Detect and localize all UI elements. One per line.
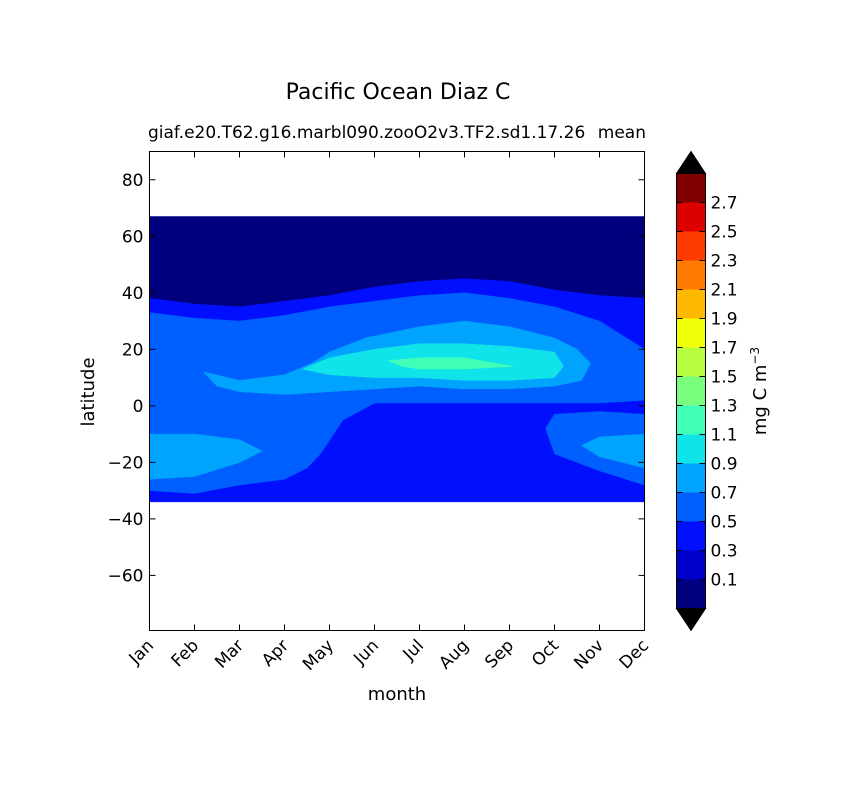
colorbar-label-superscript: −3 (748, 347, 762, 365)
x-tick-label: Jun (349, 636, 383, 670)
x-tick-label: Aug (435, 636, 473, 674)
y-tick-label: 80 (122, 171, 144, 191)
colorbar-segment (676, 376, 706, 406)
y-tick-label: 0 (133, 397, 144, 417)
y-axis: 80 60 40 20 0 −20 −40 −60 (108, 171, 645, 586)
x-tick-label: Mar (211, 636, 248, 673)
y-tick-label: 60 (122, 227, 144, 247)
colorbar-segment (676, 550, 706, 580)
colorbar-tick-label: 0.9 (711, 455, 738, 475)
x-tick-label: Jul (399, 636, 428, 665)
y-tick-label: 20 (122, 340, 144, 360)
y-tick-label: −20 (108, 453, 144, 473)
x-tick-label: Oct (528, 636, 563, 671)
colorbar-segment (676, 579, 706, 609)
x-tick-label: Feb (168, 636, 203, 671)
colorbar-segment (676, 202, 706, 232)
colorbar-tick-label: 1.7 (711, 339, 738, 359)
colorbar-tick-label: 1.5 (711, 368, 738, 388)
colorbar-tick-label: 1.3 (711, 397, 738, 417)
colorbar-segment (676, 347, 706, 377)
x-tick-label: Apr (258, 636, 293, 671)
contour-fills (149, 216, 645, 503)
contour-region-5 (149, 433, 263, 480)
colorbar-tick-label: 2.3 (711, 252, 738, 272)
colorbar-segment (676, 463, 706, 493)
colorbar-tick-label: 1.1 (711, 426, 738, 446)
colorbar-label-text: mg C m (750, 365, 771, 436)
colorbar: 0.1 0.3 0.5 0.7 0.9 1.1 1.3 1.5 1.7 1.9 2.1 2.3 2.5 2… (675, 150, 738, 632)
colorbar-tick-label: 0.1 (711, 571, 738, 591)
y-tick-label: −60 (108, 566, 144, 586)
chart-subtitle-right: mean (598, 123, 646, 143)
colorbar-tick-label: 2.1 (711, 281, 738, 301)
y-tick-label: 40 (122, 284, 144, 304)
colorbar-tick-label: 0.5 (711, 513, 738, 533)
colorbar-segment (676, 492, 706, 522)
colorbar-tick-label: 0.7 (711, 484, 738, 504)
colorbar-segment (676, 521, 706, 551)
colorbar-segment (676, 289, 706, 319)
colorbar-tick-label: 2.5 (711, 223, 738, 243)
contour-region-8 (387, 357, 515, 370)
colorbar-tick-label: 0.3 (711, 542, 738, 562)
colorbar-tick-label: 2.7 (711, 194, 738, 214)
x-tick-label: Dec (616, 636, 653, 673)
colorbar-segment (676, 405, 706, 435)
y-tick-label: −40 (108, 510, 144, 530)
chart-subtitle-left: giaf.e20.T62.g16.marbl090.zooO2v3.TF2.sd… (148, 123, 585, 143)
colorbar-segment (676, 260, 706, 290)
colorbar-segment (676, 318, 706, 348)
colorbar-frame (676, 173, 706, 609)
y-axis-label: latitude (78, 357, 99, 426)
x-tick-label: Sep (481, 636, 518, 673)
x-tick-label: May (299, 636, 338, 675)
x-tick-label: Jan (125, 636, 158, 669)
colorbar-label: mg C m−3 (748, 347, 771, 435)
x-axis-label: month (368, 684, 426, 705)
colorbar-segment (676, 434, 706, 464)
plot-frame (149, 151, 645, 631)
colorbar-segment (676, 173, 706, 203)
chart-title: Pacific Ocean Diaz C (286, 80, 511, 105)
colorbar-extend-top (675, 150, 707, 174)
colorbar-extend-bottom (675, 608, 707, 632)
x-tick-label: Nov (570, 636, 608, 674)
colorbar-tick-label: 1.9 (711, 310, 738, 330)
colorbar-segment (676, 231, 706, 261)
